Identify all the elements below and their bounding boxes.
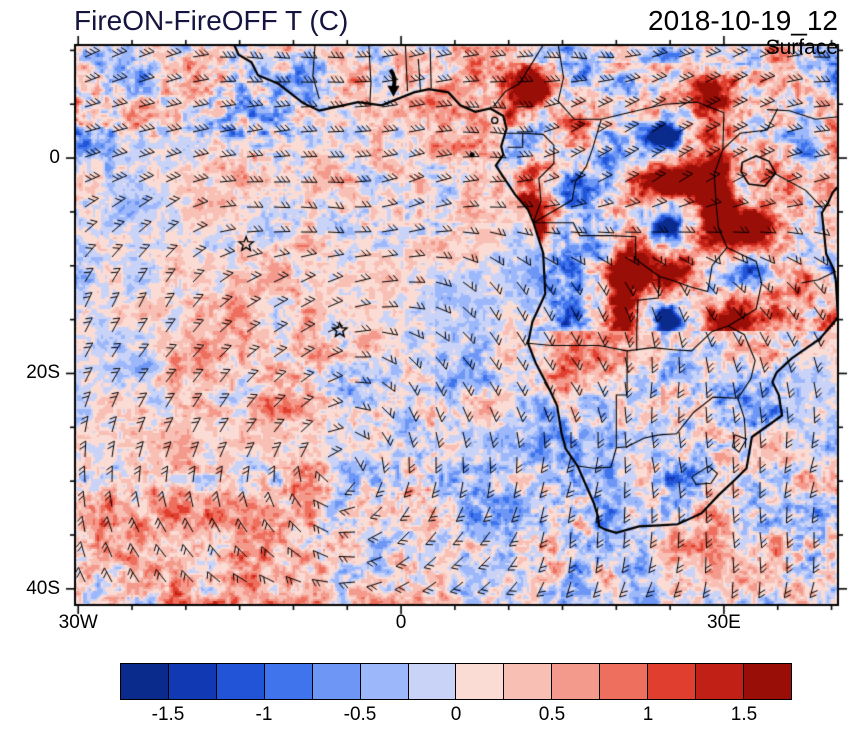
colorbar-cell: [504, 664, 553, 699]
figure-title: FireON-FireOFF T (C): [74, 5, 349, 36]
colorbar-cell: [600, 664, 649, 699]
y-tick-label: 20S: [26, 362, 60, 384]
figure-level: Surface: [765, 36, 838, 59]
colorbar-tick-label: 1: [642, 704, 654, 725]
colorbar-cell: [264, 664, 313, 699]
colorbar-cell: [312, 664, 361, 699]
colorbar-tick-label: -1.5: [151, 704, 185, 725]
colorbar-tick-label: -0.5: [343, 704, 377, 725]
y-tick-label: 0: [49, 147, 60, 169]
colorbar-cell: [408, 664, 457, 699]
colorbar-tick-label: 1.5: [730, 704, 758, 725]
colorbar-cell: [648, 664, 697, 699]
colorbar-cell: [168, 664, 217, 699]
colorbar-cell: [121, 664, 169, 699]
colorbar-cell: [696, 664, 744, 699]
colorbar-labels: -1.5 -1 -0.5 0 0.5 1 1.5: [120, 704, 792, 730]
colorbar-tick-label: 0: [450, 704, 462, 725]
colorbar-tick-label: -1: [255, 704, 273, 725]
colorbar-cell: [216, 664, 265, 699]
colorbar-cell: [743, 664, 791, 699]
colorbar-tick-label: 0.5: [538, 704, 566, 725]
figure-date: 2018-10-19_12: [648, 5, 838, 36]
x-tick-label: 0: [395, 612, 407, 633]
y-tick-label: 40S: [26, 577, 60, 599]
colorbar-cell: [360, 664, 409, 699]
colorbar-cell: [552, 664, 601, 699]
colorbar: [120, 663, 792, 700]
x-tick-label: 30E: [707, 612, 741, 633]
colorbar-cell: [456, 664, 505, 699]
x-tick-label: 30W: [58, 612, 98, 633]
